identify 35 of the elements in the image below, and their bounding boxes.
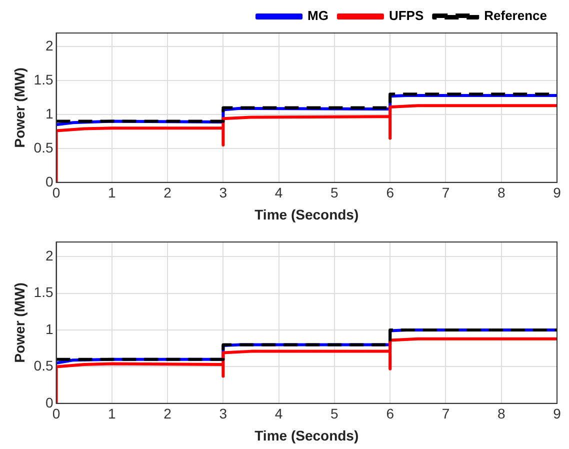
y-tick-label: 1 (45, 105, 54, 122)
x-tick-label: 8 (497, 406, 506, 422)
x-tick-label: 9 (553, 406, 562, 422)
x-tick-label: 2 (164, 184, 172, 201)
x-tick-label: 7 (442, 406, 450, 422)
x-tick-label: 5 (330, 184, 339, 201)
y-tick-label: 1.5 (34, 284, 54, 300)
x-tick-label: 8 (497, 184, 506, 201)
y-tick-label: 0 (45, 394, 54, 410)
y-axis-title: Power (MW) (11, 68, 28, 148)
legend-label: MG (308, 8, 328, 24)
y-tick-label: 1 (45, 320, 54, 337)
x-axis-title: Time (Seconds) (254, 206, 359, 222)
x-tick-label: 9 (553, 184, 562, 201)
x-tick-label: 1 (108, 406, 116, 422)
x-tick-label: 1 (108, 184, 116, 201)
x-tick-label: 6 (386, 406, 394, 422)
y-tick-label: 0.5 (34, 358, 54, 374)
y-axis-title: Power (MW) (11, 282, 28, 363)
x-tick-label: 3 (219, 406, 228, 422)
y-tick-label: 0 (45, 173, 54, 190)
legend-label: Reference (484, 8, 548, 24)
x-tick-label: 7 (442, 184, 450, 201)
x-axis-title: Time (Seconds) (254, 427, 359, 444)
y-tick-label: 0.5 (34, 139, 54, 156)
x-tick-label: 5 (330, 406, 339, 422)
x-tick-label: 6 (386, 184, 394, 201)
y-tick-label: 2 (45, 248, 54, 264)
y-tick-label: 2 (45, 37, 54, 54)
legend-label: UFPS (388, 8, 424, 24)
x-tick-label: 4 (274, 184, 283, 201)
x-tick-label: 4 (274, 406, 283, 422)
x-tick-label: 3 (219, 184, 228, 201)
y-tick-label: 1.5 (34, 71, 54, 88)
x-tick-label: 2 (164, 406, 172, 422)
